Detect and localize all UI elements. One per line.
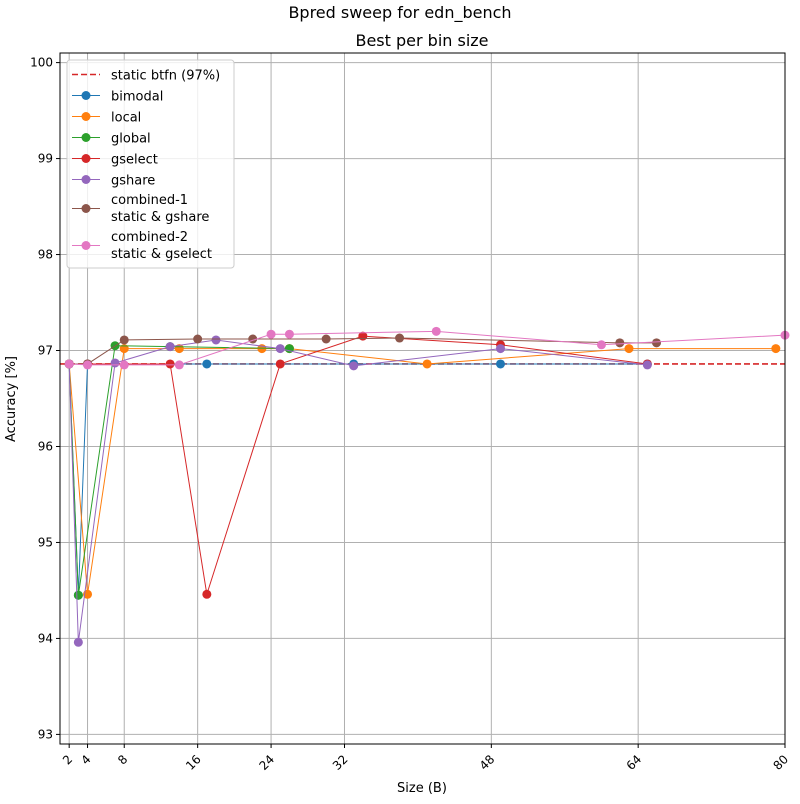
data-point <box>266 329 276 339</box>
y-tick-label: 99 <box>38 152 53 166</box>
y-tick-label: 94 <box>38 631 53 645</box>
data-point <box>119 335 129 345</box>
series-combined-2 <box>64 326 790 370</box>
data-point <box>202 359 212 369</box>
data-point <box>275 359 285 369</box>
legend-entry: gselect <box>72 153 158 168</box>
data-point <box>202 589 212 599</box>
data-point <box>652 338 662 348</box>
data-point <box>349 361 359 371</box>
legend-entry: static btfn (97%) <box>72 69 220 84</box>
legend-label: static & gshare <box>111 210 209 225</box>
legend-entry: global <box>72 132 151 147</box>
legend-entry: combined-2 static & gselect <box>72 230 212 262</box>
data-point <box>496 344 506 354</box>
data-point <box>496 359 506 369</box>
y-tick-label: 93 <box>38 727 53 741</box>
legend-label: static btfn (97%) <box>111 69 220 84</box>
chart-suptitle: Bpred sweep for edn_bench <box>288 3 511 23</box>
y-tick-label: 95 <box>38 535 53 549</box>
data-point <box>615 338 625 348</box>
data-point <box>73 590 83 600</box>
data-point <box>119 360 129 370</box>
legend-entry: bimodal <box>72 90 163 105</box>
plot-frame <box>59 52 786 745</box>
data-point <box>431 326 441 336</box>
series-layer <box>60 326 790 647</box>
y-tick-label: 97 <box>38 344 53 358</box>
legend-marker <box>81 241 91 250</box>
legend: static btfn (97%) bimodal local global gsele… <box>66 59 235 269</box>
legend-box <box>66 59 235 269</box>
series-line <box>69 335 648 595</box>
data-point <box>64 359 74 369</box>
legend-marker <box>81 175 91 184</box>
data-point <box>165 342 175 352</box>
legend-marker <box>81 204 91 213</box>
chart-title: Best per bin size <box>355 31 488 50</box>
legend-label: gselect <box>111 153 158 168</box>
data-point <box>165 359 175 369</box>
legend-label: gshare <box>111 174 155 189</box>
legend-entry: local <box>72 111 141 126</box>
x-axis-label: Size (B) <box>397 781 447 796</box>
data-point <box>642 360 652 370</box>
legend-label: combined-2 <box>111 230 188 245</box>
data-point <box>771 344 781 354</box>
data-point <box>321 334 331 344</box>
y-tick-label: 96 <box>38 439 53 453</box>
y-axis-label: Accuracy [%] <box>4 356 19 442</box>
data-point <box>193 334 203 344</box>
data-point <box>73 637 83 647</box>
legend-label: combined-1 <box>111 193 188 208</box>
data-point <box>275 344 285 354</box>
y-tick-label: 98 <box>38 248 53 262</box>
data-point <box>174 360 184 370</box>
legend-marker <box>81 91 91 100</box>
data-point <box>284 329 294 339</box>
legend-label: local <box>111 111 141 126</box>
legend-label: global <box>111 132 151 147</box>
y-tick-label: 100 <box>30 56 53 70</box>
legend-marker <box>81 133 91 142</box>
legend-label: bimodal <box>111 90 163 105</box>
data-point <box>422 359 432 369</box>
legend-label: static & gselect <box>111 247 212 262</box>
legend-marker <box>81 112 91 121</box>
data-point <box>211 335 221 345</box>
data-point <box>624 344 634 354</box>
data-point <box>395 333 405 343</box>
legend-entry: gshare <box>72 174 155 189</box>
data-point <box>83 360 93 370</box>
data-point <box>110 358 120 368</box>
data-point <box>596 340 606 350</box>
legend-entry: combined-1 static & gshare <box>72 193 209 225</box>
legend-marker <box>81 154 91 163</box>
